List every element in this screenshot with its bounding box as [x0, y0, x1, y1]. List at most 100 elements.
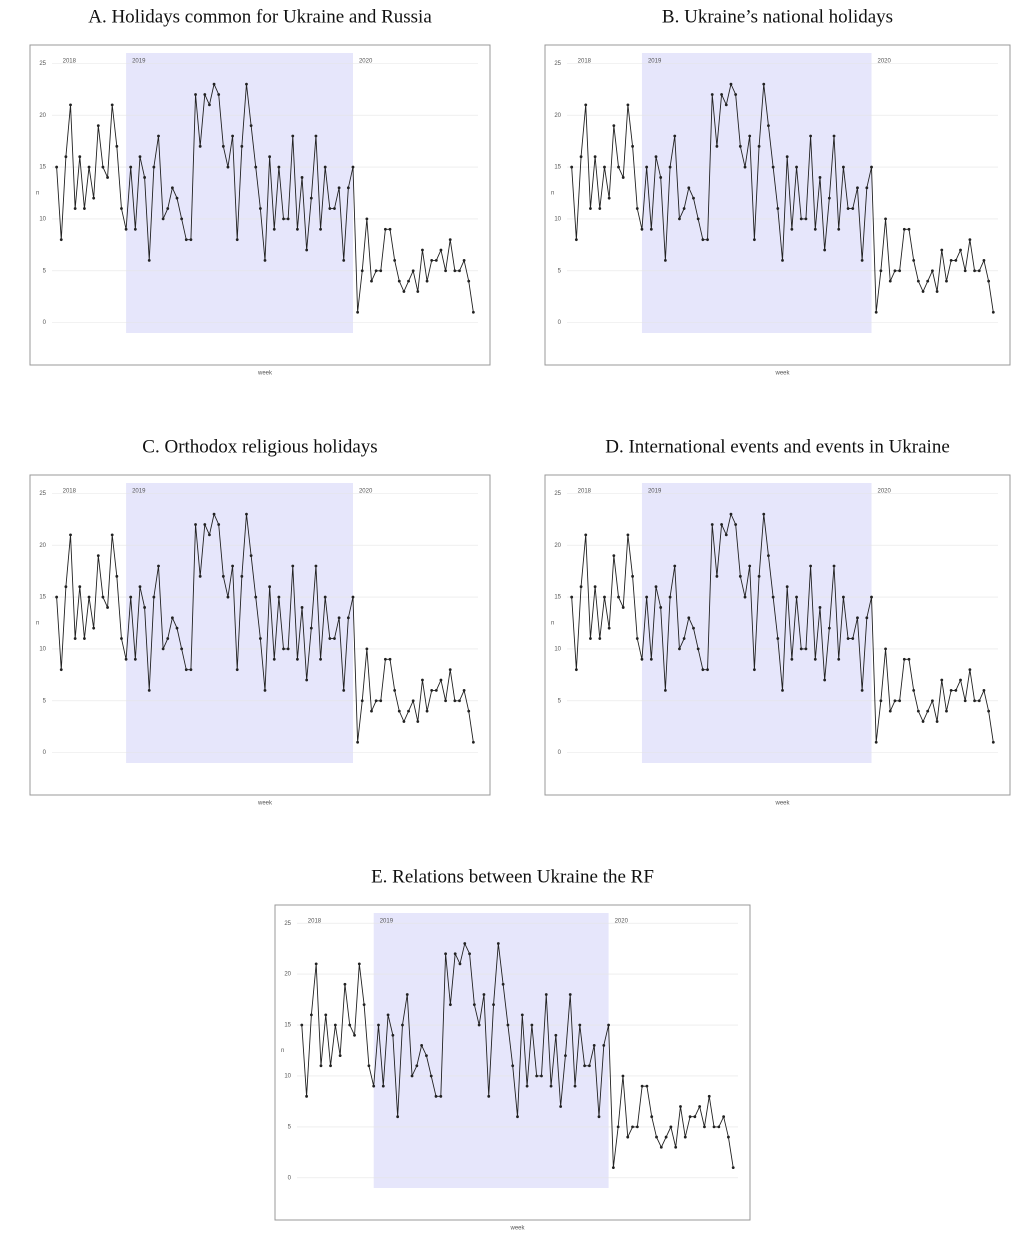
data-point [166, 207, 170, 210]
data-point [194, 523, 197, 526]
data-point [860, 689, 864, 692]
data-point [421, 248, 424, 252]
period-label: 2019 [380, 919, 394, 925]
data-point [458, 699, 461, 703]
data-point [356, 310, 360, 314]
data-point [715, 574, 719, 578]
data-point [405, 993, 409, 996]
data-point [823, 248, 827, 252]
data-point [391, 1033, 395, 1037]
period-label: 2019 [132, 59, 146, 65]
data-point [921, 720, 925, 723]
data-point [659, 1145, 663, 1149]
data-point [940, 248, 944, 252]
data-point [439, 678, 443, 682]
data-point [170, 186, 174, 190]
y-tick-label: 20 [39, 543, 46, 549]
data-point [73, 207, 77, 210]
data-point [781, 259, 784, 262]
data-point [282, 647, 285, 651]
data-point [175, 626, 179, 630]
data-point [161, 217, 165, 221]
data-point [78, 585, 82, 589]
y-tick-label: 10 [284, 1074, 291, 1080]
data-point [370, 709, 373, 713]
data-point [198, 574, 202, 578]
data-point [272, 657, 276, 661]
data-point [926, 709, 930, 713]
data-point [959, 678, 962, 682]
data-point [357, 962, 361, 966]
data-point [888, 279, 892, 283]
data-point [388, 227, 392, 231]
data-point [574, 668, 578, 672]
data-point [147, 259, 151, 262]
period-label: 2020 [615, 919, 629, 925]
data-point [963, 269, 967, 273]
data-point [124, 657, 128, 661]
data-point [396, 1115, 400, 1119]
data-point [467, 709, 471, 713]
data-point [635, 207, 639, 210]
data-point [309, 1013, 313, 1017]
period-label: 2019 [648, 489, 662, 495]
y-tick-label: 5 [288, 1124, 292, 1130]
data-point [842, 165, 845, 169]
data-point [379, 699, 383, 703]
data-point [720, 93, 723, 96]
data-point [621, 606, 625, 609]
data-point [987, 709, 991, 713]
data-point [180, 217, 184, 221]
data-point [471, 310, 475, 314]
data-point [865, 616, 869, 620]
data-point [425, 1054, 428, 1057]
data-point [612, 554, 616, 557]
data-point [738, 574, 742, 578]
x-axis-label: week [774, 371, 790, 377]
data-point [420, 1044, 424, 1047]
data-point [448, 238, 452, 242]
data-point [342, 689, 346, 692]
y-tick-label: 15 [39, 165, 46, 171]
data-point [884, 647, 887, 651]
data-point [631, 1125, 634, 1129]
data-point [401, 1023, 404, 1027]
y-tick-label: 15 [284, 1023, 291, 1029]
data-point [578, 1023, 582, 1027]
data-point [240, 144, 244, 148]
data-point [949, 259, 953, 262]
data-point [235, 238, 239, 242]
data-point [343, 982, 347, 986]
data-point [870, 165, 873, 169]
data-point [640, 657, 644, 661]
data-point [240, 574, 244, 578]
data-point [720, 523, 723, 526]
data-point [748, 134, 752, 138]
data-point [856, 616, 859, 620]
data-point [110, 533, 114, 537]
data-point [124, 227, 128, 231]
y-tick-label: 5 [43, 698, 47, 704]
data-point [860, 259, 864, 262]
data-point [511, 1064, 515, 1068]
data-point [55, 595, 59, 599]
data-point [189, 668, 193, 672]
data-point [583, 1064, 587, 1068]
data-point [659, 606, 663, 609]
data-point [703, 1125, 706, 1129]
data-point [818, 606, 822, 609]
data-point [277, 165, 281, 169]
data-point [133, 657, 137, 661]
data-point [926, 279, 930, 283]
data-point [386, 1013, 390, 1017]
data-point [687, 186, 691, 190]
data-point [120, 207, 123, 210]
data-point [231, 134, 234, 138]
data-point [333, 1023, 337, 1027]
data-point [175, 196, 179, 200]
data-point [616, 1125, 620, 1129]
x-axis-label: week [774, 801, 790, 807]
data-point [291, 134, 295, 138]
data-point [715, 144, 719, 148]
data-point [589, 207, 592, 210]
